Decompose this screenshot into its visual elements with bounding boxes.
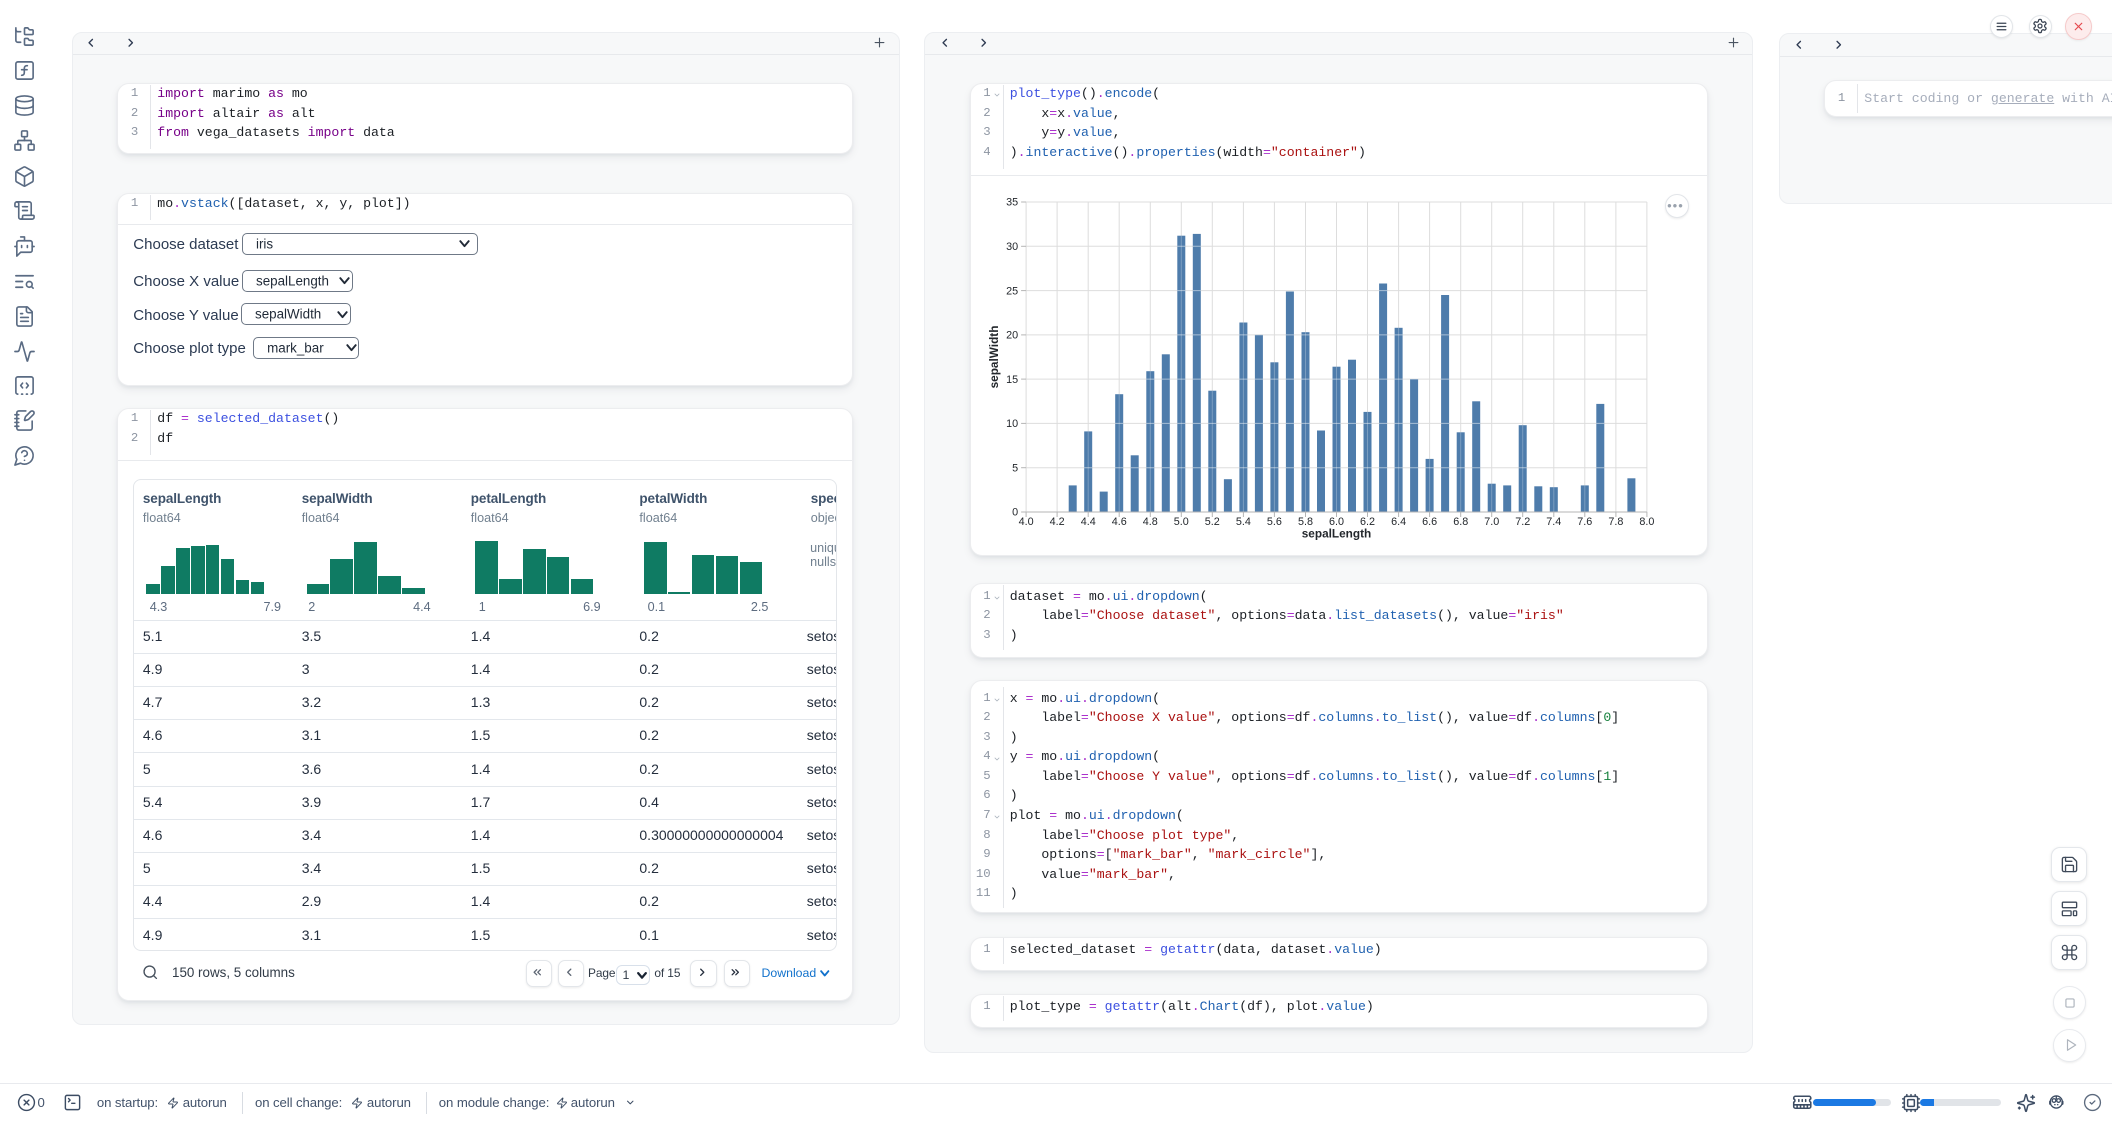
svg-text:4.4: 4.4 xyxy=(1080,516,1095,528)
svg-text:5.8: 5.8 xyxy=(1298,516,1313,528)
svg-text:8.0: 8.0 xyxy=(1639,516,1654,528)
svg-text:4.0: 4.0 xyxy=(1018,516,1033,528)
svg-text:4.2: 4.2 xyxy=(1049,516,1064,528)
svg-text:7.0: 7.0 xyxy=(1484,516,1499,528)
svg-text:7.4: 7.4 xyxy=(1546,516,1561,528)
svg-text:5.4: 5.4 xyxy=(1236,516,1251,528)
svg-text:5: 5 xyxy=(1012,462,1018,474)
svg-text:7.2: 7.2 xyxy=(1515,516,1530,528)
svg-text:6.2: 6.2 xyxy=(1360,516,1375,528)
svg-text:5.2: 5.2 xyxy=(1204,516,1219,528)
svg-text:4.8: 4.8 xyxy=(1142,516,1157,528)
svg-text:6.8: 6.8 xyxy=(1453,516,1468,528)
svg-text:6.4: 6.4 xyxy=(1391,516,1406,528)
svg-text:5.0: 5.0 xyxy=(1173,516,1188,528)
svg-text:6.0: 6.0 xyxy=(1329,516,1344,528)
svg-text:7.8: 7.8 xyxy=(1608,516,1623,528)
svg-text:35: 35 xyxy=(1006,197,1018,209)
svg-text:7.6: 7.6 xyxy=(1577,516,1592,528)
svg-text:sepalWidth: sepalWidth xyxy=(987,326,1001,389)
svg-text:30: 30 xyxy=(1006,241,1018,253)
svg-text:4.6: 4.6 xyxy=(1111,516,1126,528)
svg-text:15: 15 xyxy=(1006,374,1018,386)
svg-text:6.6: 6.6 xyxy=(1422,516,1437,528)
svg-text:sepalLength: sepalLength xyxy=(1301,527,1370,541)
svg-text:25: 25 xyxy=(1006,285,1018,297)
svg-text:20: 20 xyxy=(1006,330,1018,342)
svg-text:10: 10 xyxy=(1006,418,1018,430)
svg-text:0: 0 xyxy=(1012,507,1018,519)
svg-text:5.6: 5.6 xyxy=(1267,516,1282,528)
